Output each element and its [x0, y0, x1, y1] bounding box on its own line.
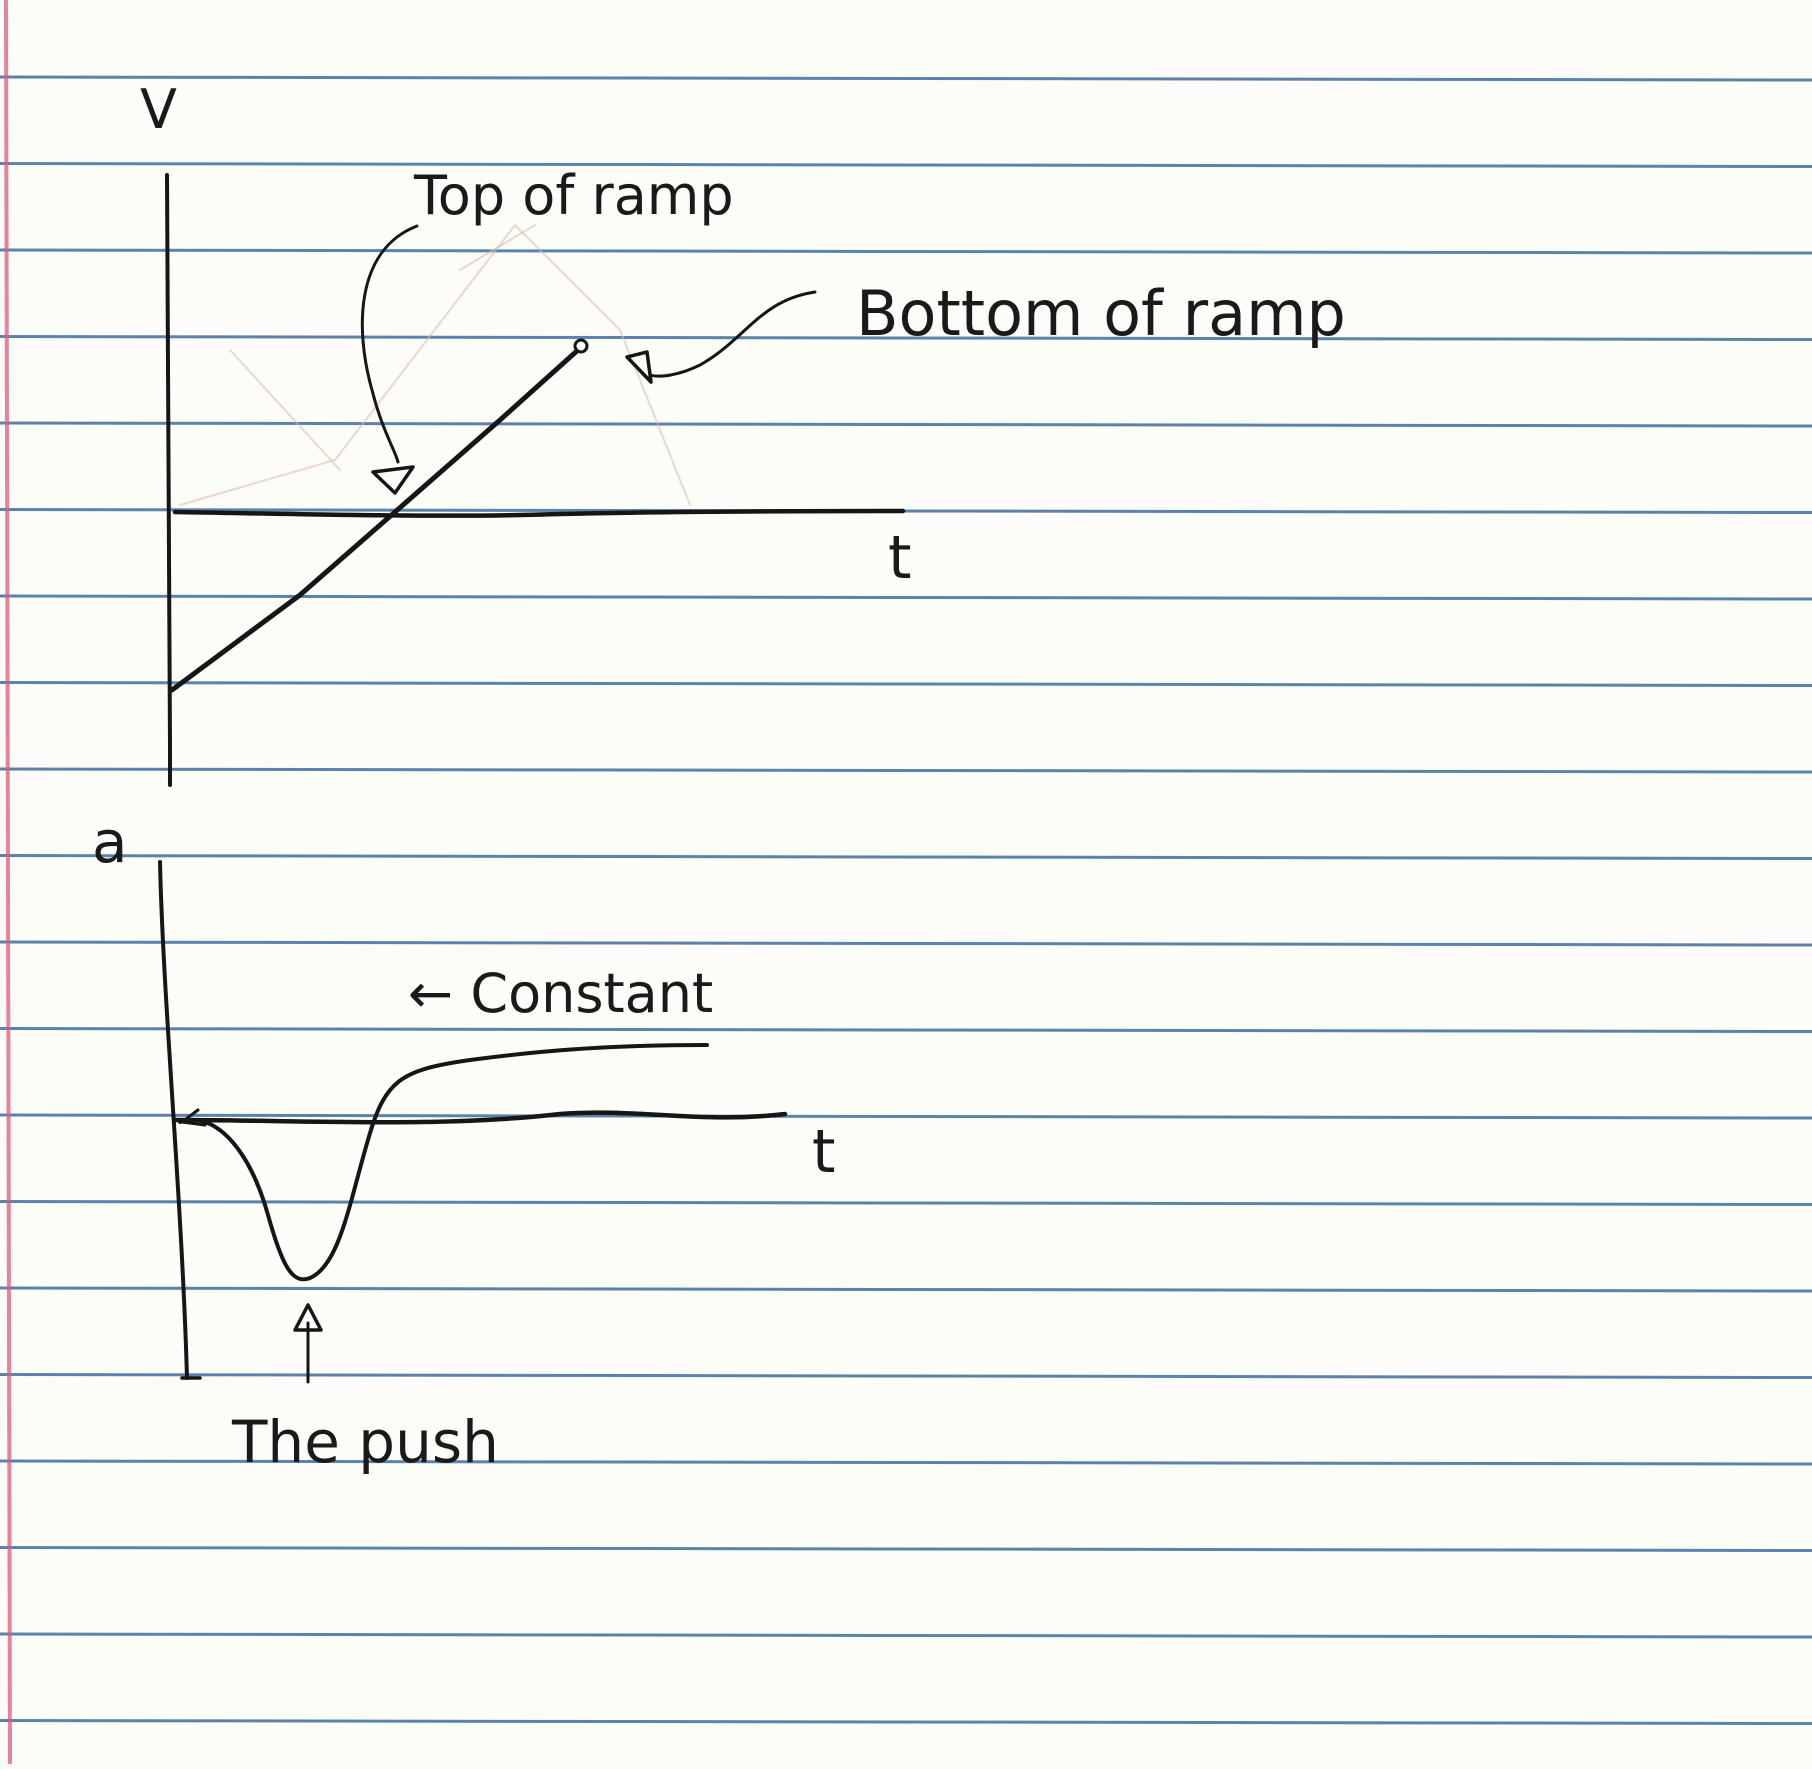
- t-axis: [173, 1110, 788, 1125]
- velocity-graph: V t Top of ramp Bottom of ramp: [140, 78, 1346, 787]
- ruled-line: [0, 508, 1812, 514]
- ruled-line: [0, 1546, 1812, 1552]
- a-axis-label: a: [92, 808, 128, 876]
- bottom-of-ramp-label: Bottom of ramp: [856, 277, 1346, 350]
- ruled-line: [0, 854, 1812, 860]
- constant-label: ← Constant: [408, 962, 713, 1025]
- t-axis: [172, 508, 906, 518]
- acceleration-graph: a t ← Constant The push: [92, 808, 836, 1476]
- velocity-line: [169, 347, 581, 693]
- top-of-ramp-arrowhead: [371, 465, 415, 495]
- margin-line: [4, 0, 12, 1765]
- erased-sketch-mark: [179, 223, 691, 506]
- ruled-line: [0, 248, 1812, 255]
- v-axis: [165, 173, 172, 787]
- ruled-line: [0, 1459, 1812, 1466]
- ruled-line: [0, 1113, 1812, 1120]
- ruled-line: [0, 594, 1812, 601]
- ruled-line: [0, 1373, 1812, 1379]
- push-label: The push: [231, 1408, 499, 1476]
- bottom-of-ramp-arrowhead: [625, 350, 653, 384]
- a-axis: [158, 860, 189, 1380]
- curve-start-hook: [180, 1108, 207, 1127]
- ruled-line: [0, 767, 1812, 774]
- push-arrowhead: [293, 1303, 323, 1332]
- ruled-line: [0, 1200, 1812, 1206]
- ruled-line: [0, 75, 1812, 82]
- ruled-line: [0, 1027, 1812, 1033]
- top-of-ramp-label: Top of ramp: [413, 164, 734, 227]
- acceleration-curve: [178, 1043, 709, 1282]
- t-axis-label: t: [812, 1117, 836, 1187]
- erased-sketch-mark: [459, 224, 536, 271]
- ruled-line: [0, 940, 1812, 947]
- bottom-of-ramp-arrow: [648, 290, 817, 378]
- t-axis-label: t: [888, 523, 912, 593]
- ruled-line: [0, 1632, 1812, 1639]
- ruled-lines: [0, 75, 1812, 1725]
- ruled-line: [0, 335, 1812, 341]
- ruled-line: [0, 1286, 1812, 1293]
- ruled-line: [0, 421, 1812, 428]
- ruled-line: [0, 681, 1812, 687]
- ruled-line: [0, 1719, 1812, 1725]
- v-axis-label: V: [140, 78, 177, 141]
- velocity-endpoint: [573, 338, 589, 354]
- erased-sketch-mark: [229, 349, 341, 471]
- top-of-ramp-arrow: [360, 224, 419, 464]
- ruled-line: [0, 162, 1812, 168]
